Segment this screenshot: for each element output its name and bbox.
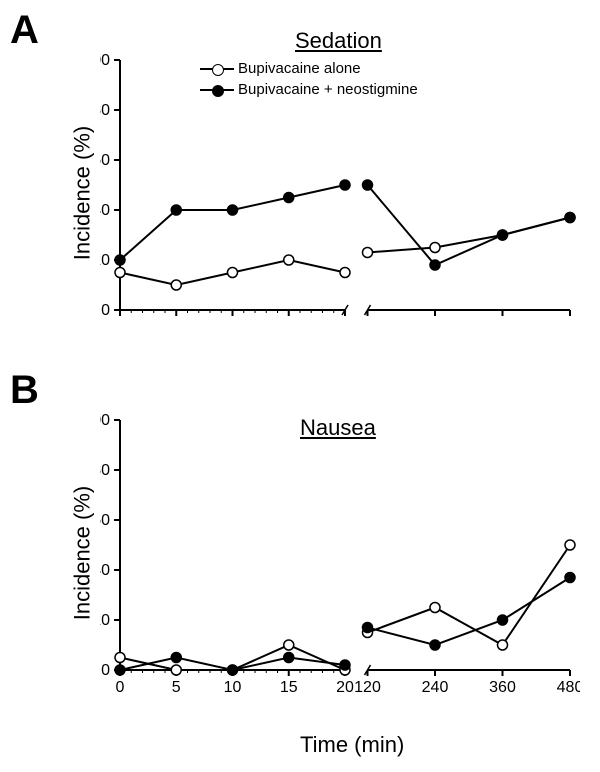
legend-label-1: Bupivacaine alone [238,58,361,79]
open-circle-icon [212,64,224,76]
svg-text:0: 0 [101,302,110,319]
svg-text:100: 100 [100,52,110,69]
legend-item-filled: Bupivacaine + neostigmine [200,79,418,100]
svg-text:15: 15 [280,679,298,696]
svg-text:240: 240 [422,679,449,696]
svg-text:60: 60 [100,152,110,169]
panel-a-ylabel: Incidence (%) [69,126,95,261]
svg-text:100: 100 [100,412,110,429]
svg-text:120: 120 [354,679,381,696]
svg-text:20: 20 [100,612,110,629]
legend-label-2: Bupivacaine + neostigmine [238,79,418,100]
legend-item-open: Bupivacaine alone [200,58,418,79]
panel-a-label: A [10,8,39,53]
x-axis-label: Time (min) [300,732,404,758]
filled-circle-icon [212,85,224,97]
legend: Bupivacaine alone Bupivacaine + neostigm… [200,58,418,100]
svg-text:10: 10 [224,679,242,696]
svg-text:5: 5 [172,679,181,696]
svg-text:40: 40 [100,202,110,219]
figure-container: A Sedation Incidence (%) 020406080100 Bu… [0,0,600,772]
svg-text:80: 80 [100,102,110,119]
svg-text:480: 480 [557,679,580,696]
svg-text:60: 60 [100,512,110,529]
svg-text:0: 0 [116,679,125,696]
panel-b-label: B [10,368,39,413]
panel-b-chart: 02040608010005101520120240360480 [100,410,580,710]
panel-b-ylabel: Incidence (%) [69,486,95,621]
svg-text:20: 20 [100,252,110,269]
svg-text:80: 80 [100,462,110,479]
svg-text:360: 360 [489,679,516,696]
svg-text:0: 0 [101,662,110,679]
svg-text:40: 40 [100,562,110,579]
svg-text:20: 20 [336,679,354,696]
